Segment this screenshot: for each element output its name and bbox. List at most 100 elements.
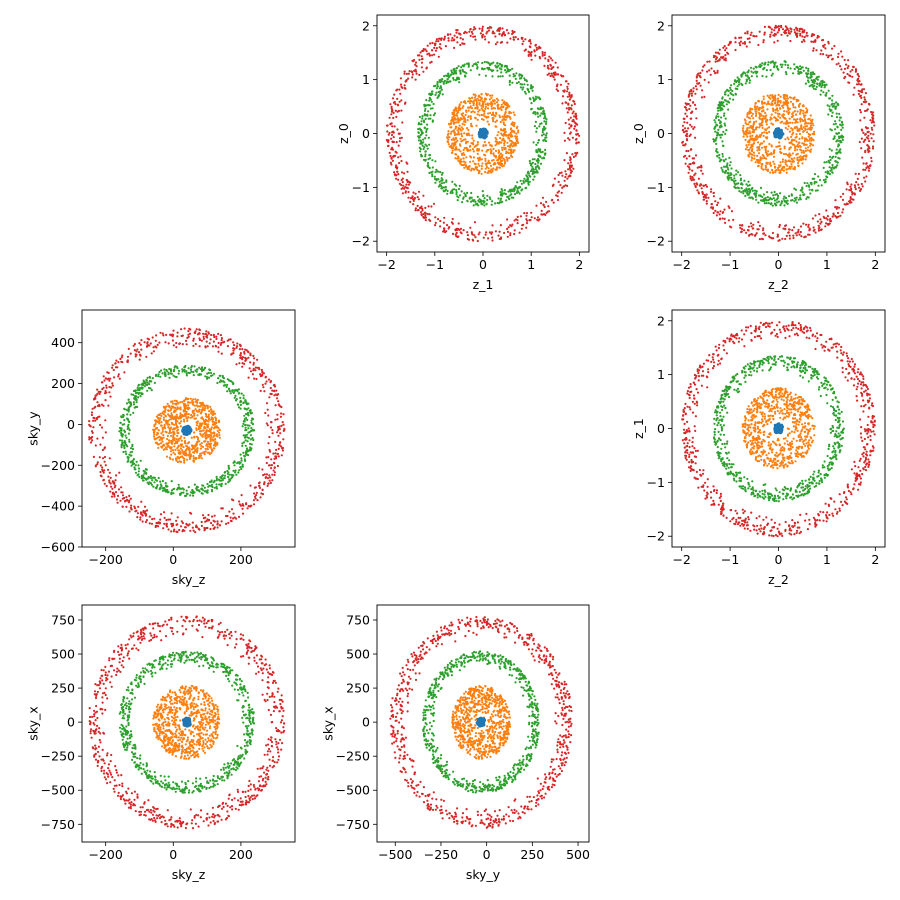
scatter-point	[408, 180, 411, 183]
scatter-point	[114, 366, 118, 369]
scatter-point	[104, 399, 107, 402]
scatter-point	[511, 31, 514, 35]
scatter-point	[801, 118, 804, 121]
scatter-point	[440, 182, 444, 185]
scatter-point	[274, 455, 277, 458]
scatter-point	[490, 150, 493, 154]
scatter-point	[807, 118, 810, 121]
scatter-point	[787, 111, 790, 114]
scatter-point	[700, 187, 703, 190]
scatter-point	[536, 151, 539, 154]
scatter-point	[566, 177, 569, 180]
scatter-point	[717, 119, 721, 122]
scatter-point	[742, 135, 745, 138]
scatter-point	[836, 206, 839, 209]
scatter-point	[755, 192, 758, 195]
scatter-point	[409, 200, 412, 203]
scatter-point	[567, 118, 570, 121]
scatter-point	[478, 156, 481, 159]
scatter-point	[493, 32, 496, 35]
scatter-point	[541, 196, 545, 199]
scatter-point	[712, 211, 715, 215]
scatter-point	[793, 200, 796, 203]
scatter-point	[482, 199, 485, 202]
scatter-point	[756, 149, 759, 152]
scatter-point	[808, 139, 811, 142]
scatter-point	[457, 148, 461, 151]
scatter-point	[492, 107, 495, 110]
scatter-point	[416, 204, 419, 207]
scatter-point	[421, 115, 424, 118]
scatter-point	[692, 157, 696, 160]
scatter-point	[813, 133, 816, 136]
scatter-point	[825, 222, 828, 225]
scatter-point	[761, 238, 765, 241]
scatter-point	[494, 144, 497, 147]
scatter-point	[527, 53, 530, 56]
scatter-point	[770, 122, 773, 125]
scatter-point	[397, 173, 400, 176]
scatter-point	[192, 339, 195, 342]
scatter-point	[487, 167, 490, 170]
scatter-point	[545, 118, 548, 121]
scatter-point	[414, 207, 417, 210]
scatter-point	[220, 341, 223, 345]
scatter-point	[499, 156, 502, 159]
scatter-point	[487, 29, 491, 32]
scatter-point	[803, 115, 806, 119]
scatter-point	[440, 173, 443, 176]
scatter-point	[162, 527, 165, 530]
scatter-point	[805, 107, 808, 110]
scatter-point	[831, 171, 834, 174]
scatter-point	[455, 72, 458, 75]
scatter-point	[574, 154, 577, 157]
scatter-point	[440, 177, 443, 180]
scatter-point	[429, 54, 432, 57]
scatter-point	[534, 166, 538, 169]
scatter-point	[829, 217, 832, 221]
scatter-point	[758, 159, 761, 162]
scatter-point	[444, 231, 447, 234]
scatter-point	[789, 121, 792, 124]
scatter-point	[846, 202, 849, 206]
scatter-point	[447, 136, 450, 139]
scatter-point	[739, 40, 743, 43]
scatter-point	[499, 197, 503, 200]
scatter-point	[530, 168, 534, 171]
scatter-point	[769, 203, 772, 206]
scatter-point	[458, 127, 461, 130]
scatter-point	[188, 332, 192, 335]
scatter-point	[732, 94, 735, 97]
scatter-point	[205, 340, 208, 343]
scatter-point	[248, 367, 251, 370]
scatter-point	[425, 50, 428, 53]
scatter-point	[753, 106, 757, 109]
scatter-point	[777, 93, 780, 96]
scatter-point	[810, 122, 813, 125]
scatter-point	[532, 178, 535, 181]
scatter-point	[510, 196, 513, 199]
scatter-series-0	[385, 25, 581, 243]
scatter-point	[431, 120, 434, 123]
scatter-point	[812, 226, 815, 229]
scatter-point	[540, 134, 544, 137]
scatter-point	[466, 199, 469, 202]
scatter-point	[776, 193, 779, 196]
scatter-point	[688, 155, 691, 158]
scatter-point	[721, 168, 724, 172]
scatter-point	[730, 210, 734, 213]
scatter-point	[528, 159, 531, 163]
scatter-point	[540, 209, 543, 212]
scatter-point	[740, 187, 743, 190]
scatter-point	[749, 190, 752, 193]
scatter-point	[747, 148, 750, 152]
scatter-point	[217, 332, 220, 335]
scatter-point	[870, 137, 873, 140]
scatter-point	[443, 227, 446, 230]
scatter-point	[834, 128, 837, 131]
scatter-point	[772, 197, 775, 200]
scatter-point	[450, 121, 453, 125]
scatter-point	[794, 188, 798, 191]
scatter-point	[740, 36, 743, 39]
scatter-point	[575, 117, 578, 120]
